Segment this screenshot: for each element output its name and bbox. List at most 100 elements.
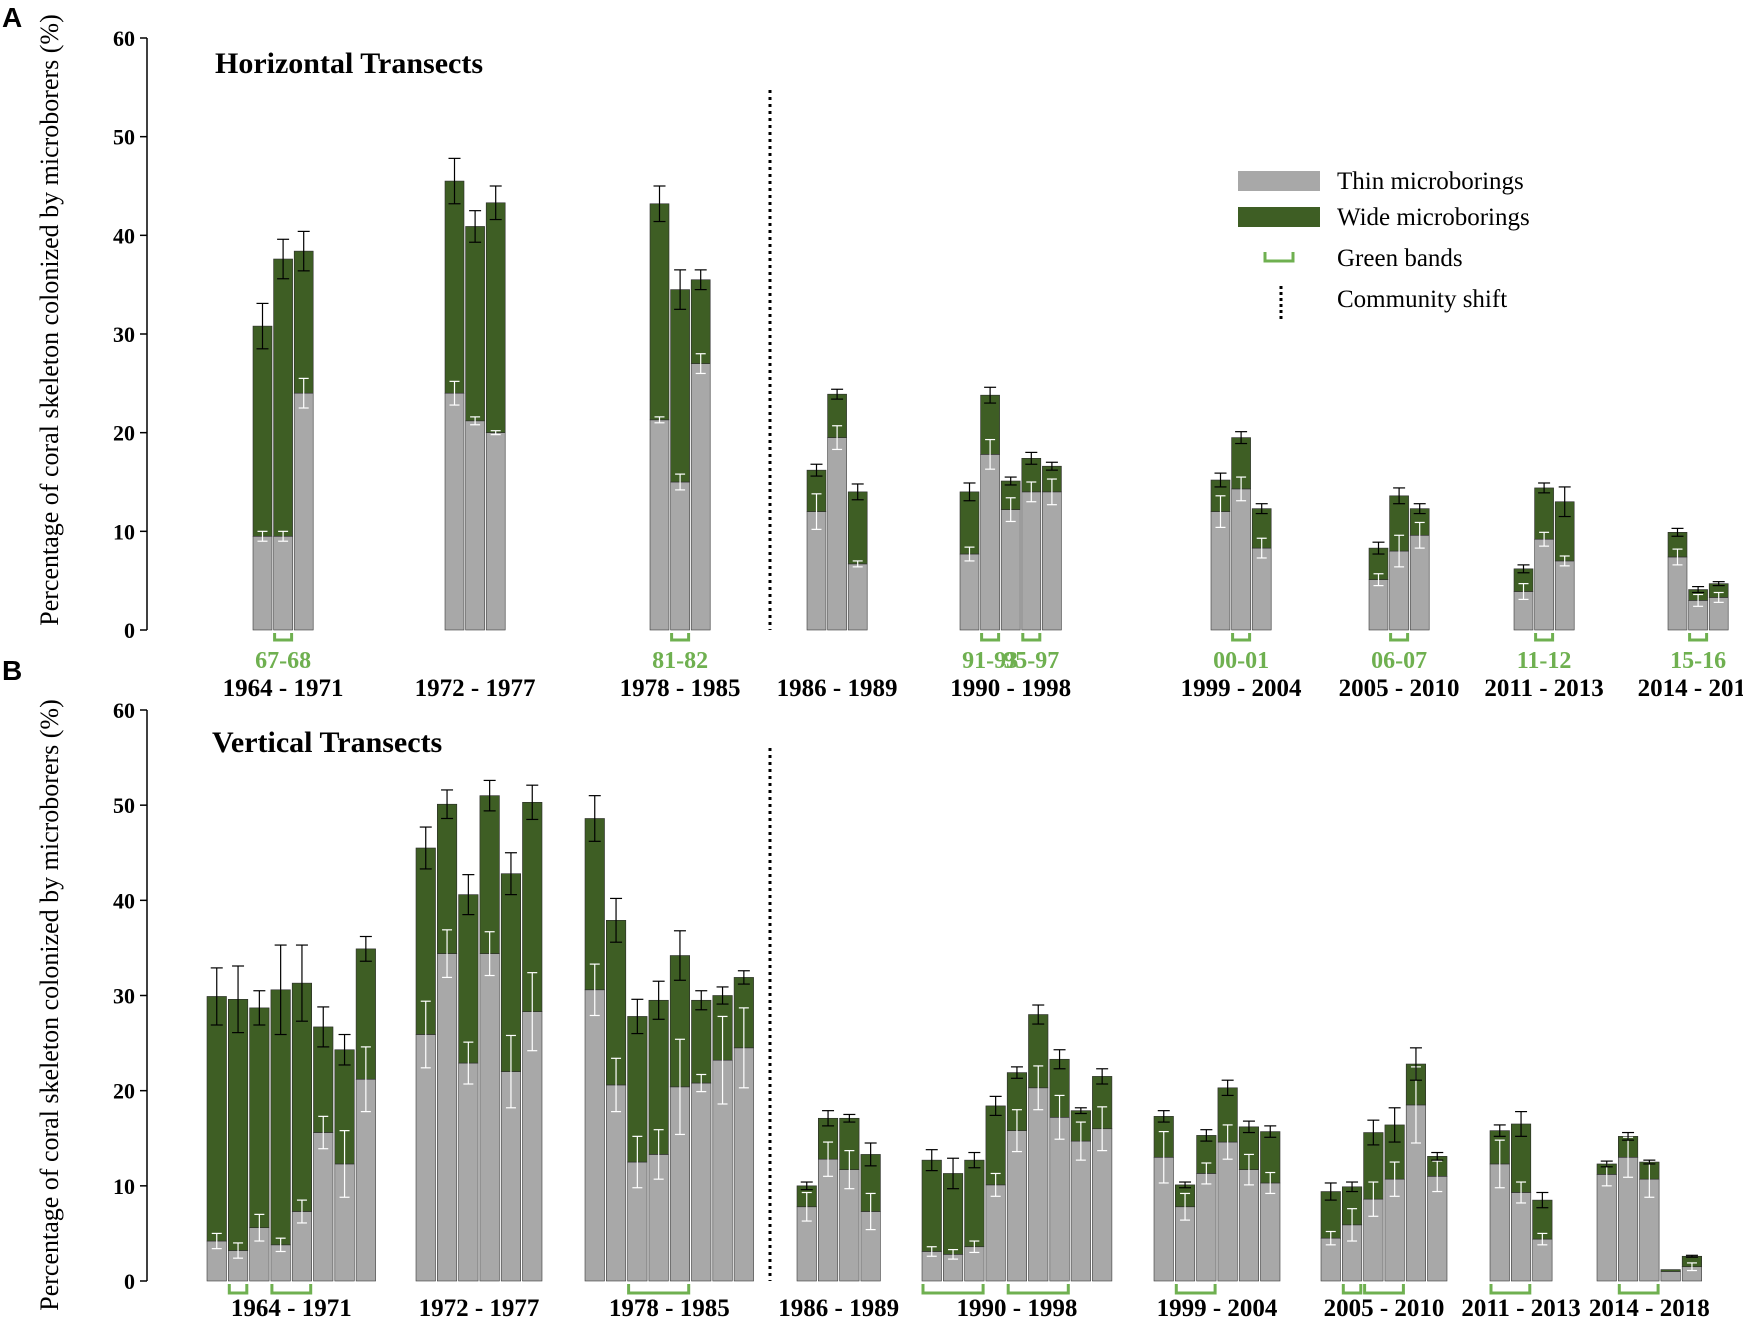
bar-thin-segment	[1070, 1140, 1091, 1282]
y-tick-label: 10	[113, 1174, 135, 1199]
green-band-bracket	[1363, 1284, 1405, 1295]
bar-group: 1986 - 1989	[778, 1110, 899, 1318]
bar-thin-segment	[1021, 491, 1042, 631]
bar-thin-segment	[605, 1084, 627, 1282]
bar-thin-segment	[691, 1082, 712, 1282]
period-label: 1986 - 1989	[777, 675, 898, 702]
bar-thin-segment	[293, 392, 314, 631]
green-band-label: 67-68	[255, 648, 311, 674]
bar-thin-segment	[1092, 1128, 1113, 1282]
y-tick-label: 20	[113, 421, 135, 446]
green-band-bracket	[1688, 633, 1709, 642]
bar-thin-segment	[458, 1062, 479, 1282]
bar-group: 1972 - 1977	[415, 779, 543, 1318]
period-label: 2005 - 2010	[1339, 675, 1460, 702]
bar-wide-segment	[964, 1159, 985, 1248]
green-band-bracket	[921, 1284, 985, 1295]
y-tick-label: 40	[113, 223, 135, 248]
green-band-bracket	[273, 633, 294, 642]
period-label: 1964 - 1971	[231, 1295, 352, 1318]
bar-wide-segment	[649, 203, 670, 421]
green-band-bracket	[1341, 1284, 1363, 1295]
bar-thin-segment	[1554, 560, 1575, 631]
bar-wide-segment	[228, 999, 249, 1251]
period-label: 1990 - 1998	[957, 1295, 1078, 1318]
bar-thin-segment	[1210, 511, 1231, 631]
panel-letter-a: A	[2, 2, 22, 33]
bar-thin-segment	[1217, 1141, 1238, 1282]
green-band-bracket	[627, 1284, 691, 1295]
green-band-label: 00-01	[1213, 648, 1269, 674]
bar-thin-segment	[273, 535, 293, 631]
legend: Thin microborings Wide microborings Gree…	[1238, 168, 1530, 320]
bar-thin-segment	[1049, 1117, 1070, 1282]
bar-thin-segment	[313, 1132, 334, 1282]
y-tick-label: 30	[113, 322, 135, 347]
bar-thin-segment	[847, 563, 868, 631]
panel-b-title: Vertical Transects	[212, 726, 442, 759]
bar-wide-segment	[690, 279, 711, 364]
period-label: 2005 - 2010	[1324, 1295, 1445, 1318]
green-band-label: 91-93	[962, 648, 1018, 674]
green-band-bracket	[227, 1284, 249, 1295]
legend-thin-label: Thin microborings	[1337, 168, 1524, 195]
bar-group: 1978 - 1985	[584, 795, 754, 1318]
bar-group: 1964 - 1971	[206, 935, 376, 1318]
bar-wide-segment	[458, 894, 479, 1064]
green-band-bracket	[270, 1284, 313, 1295]
y-tick-label: 0	[124, 618, 135, 643]
y-tick-label: 40	[113, 888, 135, 913]
bar-wide-segment	[921, 1159, 942, 1252]
legend-band-icon	[1263, 252, 1295, 263]
bar-wide-segment	[1534, 487, 1554, 540]
panel-b-ylabel: Percentage of coral skeleton colonized b…	[35, 699, 64, 1310]
bar-thin-segment	[1596, 1174, 1617, 1282]
period-label: 1972 - 1977	[419, 1295, 540, 1318]
bar-group: 2005 - 2010	[1320, 1047, 1448, 1318]
bar-thin-segment	[817, 1158, 839, 1282]
bar-thin-segment	[584, 989, 605, 1282]
bar-group: 2014 - 2018	[1589, 1131, 1710, 1318]
bar-group: 1972 - 1977	[415, 157, 536, 702]
bar-thin-segment	[1260, 1182, 1281, 1282]
legend-band-label: Green bands	[1337, 245, 1463, 272]
bar-thin-segment	[690, 363, 711, 631]
period-label: 1986 - 1989	[778, 1295, 899, 1318]
bar-thin-segment	[252, 535, 273, 631]
green-band-label: 11-12	[1517, 648, 1572, 674]
bar-thin-segment	[479, 953, 500, 1282]
period-label: 2011 - 2013	[1461, 1295, 1580, 1318]
y-tick-label: 50	[113, 793, 135, 818]
period-label: 1999 - 2004	[1157, 1295, 1278, 1318]
bar-group: 1990 - 1998	[921, 1004, 1113, 1318]
bar-thin-segment	[1251, 547, 1272, 631]
bar-thin-segment	[1231, 488, 1251, 631]
bar-group: 2011 - 2013	[1461, 1111, 1581, 1318]
bar-thin-segment	[985, 1184, 1006, 1282]
bar-thin-segment	[1238, 1169, 1259, 1282]
bar-wide-segment	[670, 289, 690, 483]
legend-wide-swatch	[1238, 207, 1320, 227]
bar-wide-segment	[249, 1007, 270, 1229]
y-tick-label: 60	[113, 698, 135, 723]
bar-wide-segment	[847, 491, 868, 565]
bar-thin-segment	[436, 953, 458, 1282]
bar-group: 1999 - 2004	[1153, 1079, 1281, 1318]
bar-thin-segment	[670, 481, 690, 631]
bar-thin-segment	[1028, 1087, 1049, 1282]
bar-wide-segment	[444, 180, 465, 394]
y-tick-label: 20	[113, 1079, 135, 1104]
bar-wide-segment	[479, 795, 500, 954]
period-label: 1978 - 1985	[609, 1295, 730, 1318]
bar-thin-segment	[1511, 1192, 1532, 1282]
period-label: 2014 - 2018	[1589, 1295, 1710, 1318]
bar-thin-segment	[1409, 534, 1430, 631]
bar-thin-segment	[444, 392, 465, 631]
bar-wide-segment	[293, 250, 314, 394]
y-tick-label: 10	[113, 519, 135, 544]
